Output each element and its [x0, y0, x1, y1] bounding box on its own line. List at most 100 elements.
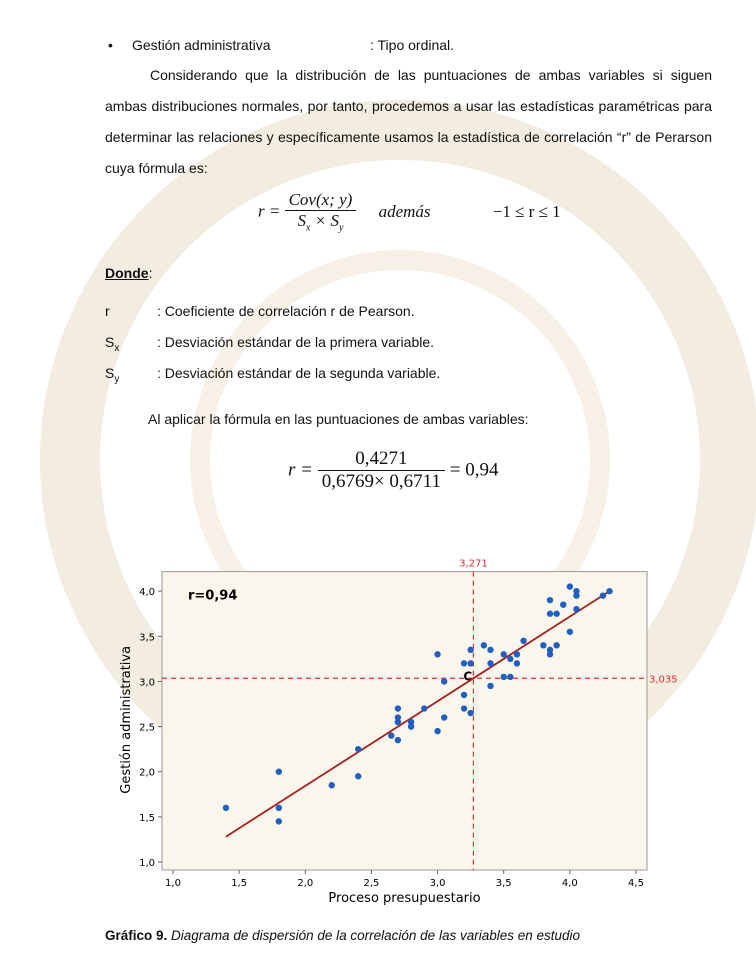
- y-tick-label: 3,5: [139, 632, 155, 643]
- data-point: [440, 678, 448, 685]
- data-point: [520, 637, 527, 644]
- data-point: [460, 705, 468, 712]
- denominator: 0,6769× 0,6711: [321, 471, 441, 492]
- data-point: [275, 804, 283, 812]
- data-point: [480, 642, 488, 649]
- caption: Gráfico 9. Diagrama de dispersión de la …: [105, 928, 580, 943]
- data-point: [467, 646, 474, 654]
- definition: r : Coeficiente de correlación r de Pears…: [105, 296, 705, 327]
- caption-text: Diagrama de dispersión de la correlación…: [171, 928, 581, 943]
- data-point: [460, 660, 468, 667]
- data-point: [407, 718, 415, 726]
- subscript: x: [306, 222, 311, 234]
- data-point: [487, 646, 494, 654]
- x-tick-label: 2,0: [297, 878, 313, 889]
- y-tick-label: 2,0: [139, 768, 155, 779]
- fraction: Cov(x; y) Sx × Sy: [284, 190, 357, 233]
- data-point: [553, 642, 560, 649]
- formula-result: = 0,94: [449, 459, 499, 481]
- x-tick-label: 3,5: [496, 878, 512, 889]
- colon: :: [148, 265, 153, 281]
- data-point: [394, 705, 402, 712]
- data-point: [573, 606, 580, 613]
- bullet-text: : Tipo ordinal.: [370, 37, 455, 53]
- y-tick-label: 3,0: [139, 677, 155, 688]
- data-point: [460, 691, 468, 699]
- data-point: [440, 714, 448, 721]
- symbol: S: [105, 334, 115, 350]
- data-point: [553, 610, 560, 617]
- data-point: [434, 651, 441, 658]
- definition-text: : Coeficiente de correlación r de Pearso…: [157, 303, 415, 319]
- x-tick-label: 2,5: [363, 878, 379, 889]
- data-point: [560, 601, 567, 608]
- data-point: [500, 651, 507, 658]
- data-point: [599, 592, 607, 599]
- formula: r = 0,4271 0,6769× 0,6711 = 0,94: [288, 448, 498, 493]
- subscript: y: [114, 373, 120, 385]
- y-tick-label: 1,0: [139, 858, 155, 869]
- numerator: Cov(x; y): [284, 190, 357, 211]
- symbol: S: [330, 211, 339, 230]
- denominator: Sx × Sy: [285, 211, 357, 233]
- data-point: [407, 723, 415, 730]
- symbol: S: [297, 211, 307, 230]
- symbol: r: [105, 303, 110, 319]
- data-point: [566, 628, 574, 635]
- annotation: r=0,94: [188, 589, 237, 604]
- symbol: S: [105, 365, 115, 381]
- data-point: [421, 705, 428, 712]
- data-point: [573, 592, 580, 599]
- data-point: [500, 673, 507, 681]
- x-tick-label: 4,5: [628, 878, 644, 889]
- numerator: 0,4271: [317, 448, 445, 471]
- caption-label: Gráfico 9.: [105, 928, 168, 943]
- paragraph: Considerando que la distribución de las …: [105, 67, 712, 176]
- data-point: [328, 782, 335, 789]
- definition-text: : Desviación estándar de la primera vari…: [157, 334, 435, 350]
- data-point: [394, 736, 402, 744]
- data-point: [467, 660, 474, 667]
- data-point: [507, 673, 514, 681]
- chart: 1,0 1,5 2,0 2,5 3,0 3,5 4,0 4,5 1,0 1,5 2,0 2,5 3,03…: [119, 559, 678, 905]
- data-point: [434, 727, 441, 735]
- paragraph: Al aplicar la fórmula en las puntuacione…: [148, 411, 529, 427]
- definition-text: : Desviación estándar de la segunda vari…: [157, 365, 441, 381]
- data-point: [546, 646, 554, 654]
- donde: Donde:: [105, 258, 152, 289]
- definition: Sx : Desviación estándar de la primera va…: [105, 327, 705, 358]
- data-point: [573, 587, 580, 595]
- data-point: [507, 655, 514, 663]
- y-tick-label: 2,5: [139, 723, 155, 734]
- subscript: y: [338, 222, 344, 234]
- x-tick-label: 1,0: [165, 878, 181, 889]
- data-point: [606, 587, 613, 595]
- data-point: [540, 642, 547, 649]
- data-point: [222, 804, 230, 812]
- data-point: [546, 596, 554, 604]
- data-point: [467, 709, 474, 717]
- definition: Sy : Desviación estándar de la segunda va…: [105, 358, 705, 389]
- x-tick-label: 1,5: [231, 878, 247, 889]
- data-point: [513, 651, 521, 658]
- y-axis-label: Gestión administrativa: [119, 646, 134, 794]
- x-tick-label: 4,0: [562, 878, 578, 889]
- x-axis-label: Proceso presupuestario: [328, 891, 480, 905]
- reference-label: 3,271: [459, 559, 488, 570]
- formula: r = Cov(x; y) Sx × Sy además −1 ≤ r ≤ 1: [258, 190, 561, 233]
- data-point: [394, 718, 402, 726]
- donde-label: Donde: [105, 265, 149, 281]
- reference-label: 3,035: [649, 674, 678, 685]
- plot-area: [161, 571, 648, 871]
- y-tick-label: 1,5: [139, 813, 155, 824]
- subscript: x: [114, 342, 120, 354]
- data-point: [394, 714, 402, 721]
- center-label: C: [463, 669, 472, 683]
- y-tick-label: 4,0: [139, 587, 155, 598]
- definitions: r : Coeficiente de correlación r de Pears…: [105, 296, 705, 389]
- data-point: [388, 732, 395, 739]
- bullet: •: [108, 37, 113, 53]
- formula-range: −1 ≤ r ≤ 1: [492, 201, 561, 221]
- fit-line: [225, 590, 611, 838]
